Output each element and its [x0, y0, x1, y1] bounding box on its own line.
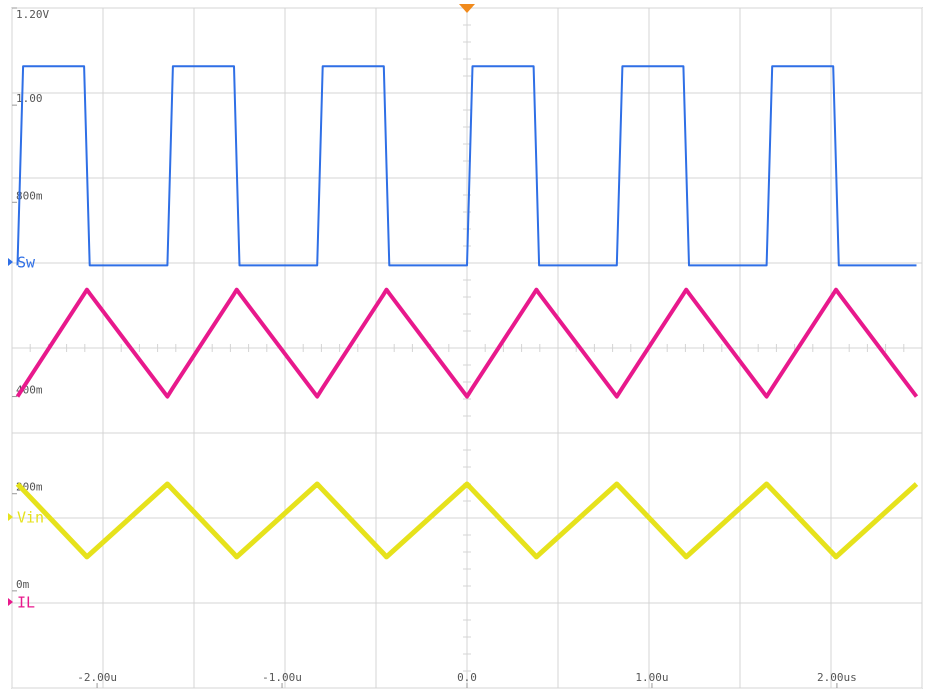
- graticule: [11, 7, 923, 689]
- waveform: [15, 287, 919, 399]
- y-tick-label: 1.20V: [16, 8, 49, 21]
- channel-marker: [8, 258, 13, 266]
- channel-label: IL: [17, 594, 35, 612]
- x-tick-label: 0.0: [457, 671, 477, 684]
- y-tick-label: 800m: [16, 189, 43, 202]
- x-tick-label: -2.00u: [77, 671, 117, 684]
- x-tick-label: -1.00u: [262, 671, 302, 684]
- y-tick-label: 1.00: [16, 92, 43, 105]
- y-tick-label: 0m: [16, 578, 30, 591]
- channel-label: Sw: [17, 254, 36, 272]
- channel-label: Vin: [17, 509, 44, 527]
- trigger-marker: [459, 4, 475, 13]
- x-tick-label: 1.00u: [635, 671, 668, 684]
- x-tick-label: 2.00us: [817, 671, 857, 684]
- channel-marker: [8, 598, 13, 606]
- channel-marker: [8, 513, 13, 521]
- waveform: [16, 65, 917, 267]
- waveform: [15, 481, 919, 560]
